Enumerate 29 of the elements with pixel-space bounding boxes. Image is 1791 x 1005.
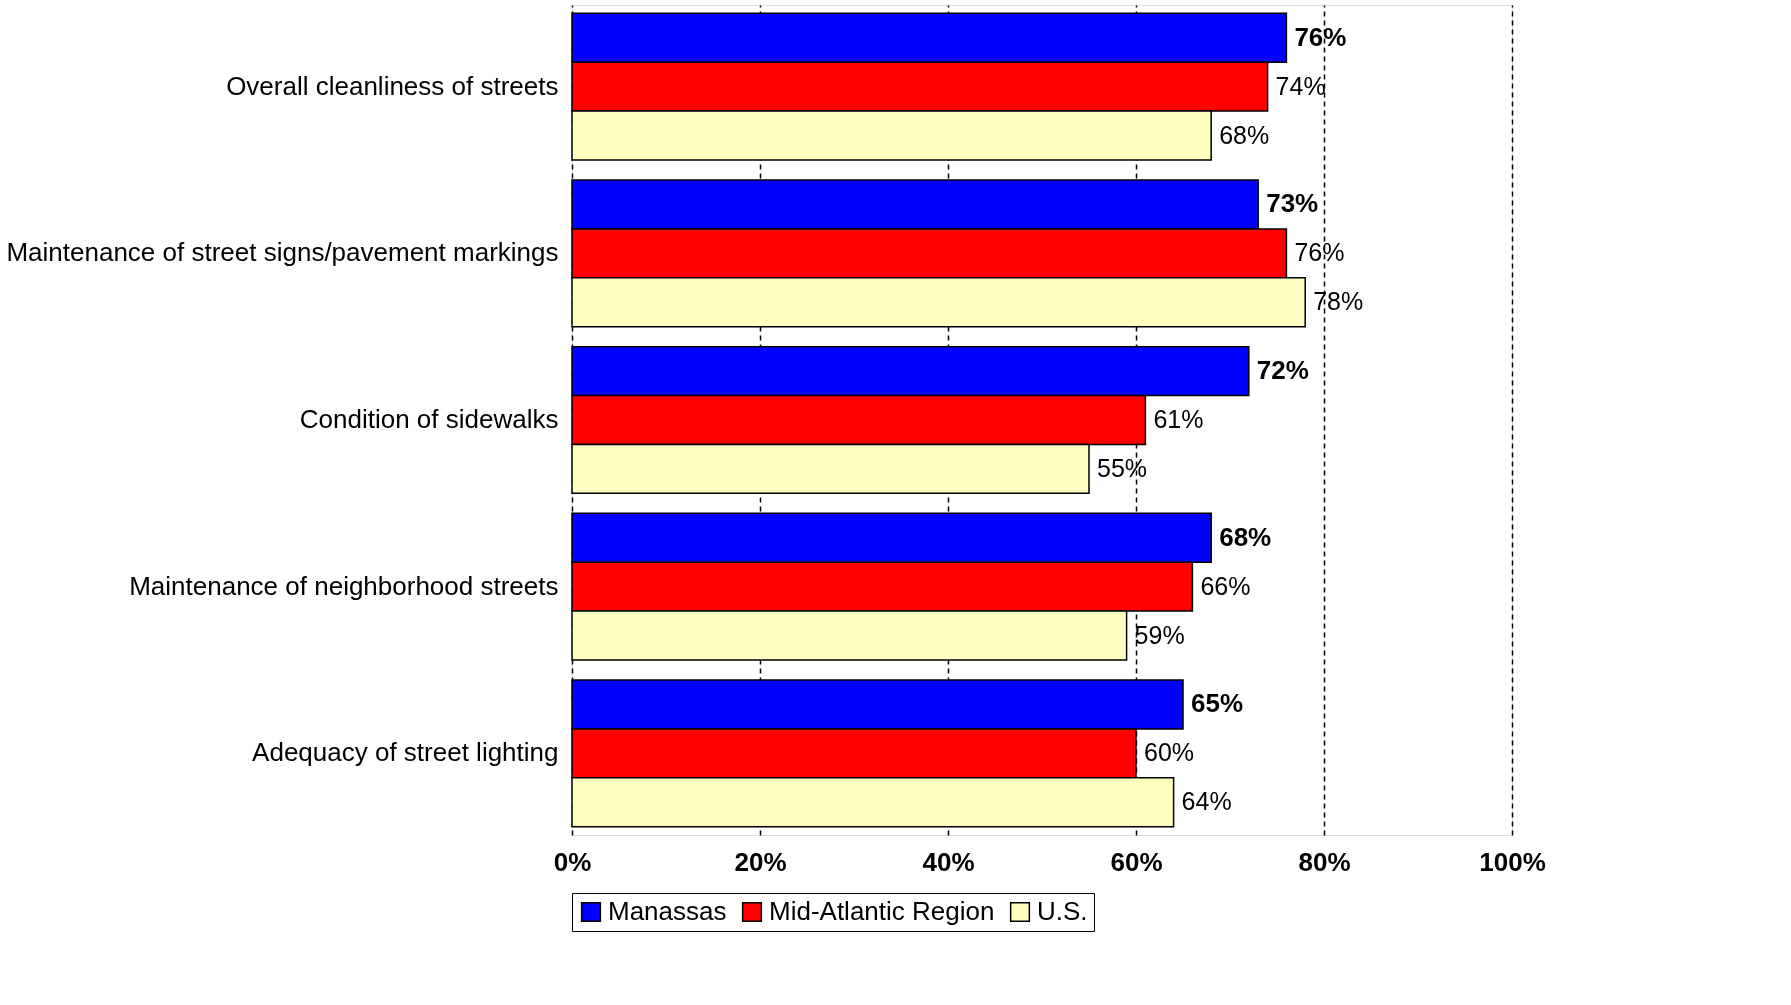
data-label: 74% (1275, 71, 1326, 100)
x-tick-label: 60% (1110, 846, 1163, 877)
data-label: 59% (1134, 620, 1185, 649)
y-tick-label: Adequacy of street lighting (252, 737, 559, 768)
data-label: 76% (1294, 238, 1345, 267)
data-label: 55% (1097, 453, 1148, 482)
x-tick-label: 20% (734, 846, 787, 877)
data-label: 73% (1266, 188, 1319, 219)
data-label: 65% (1191, 688, 1244, 719)
data-label: 72% (1256, 355, 1309, 386)
data-label: 76% (1294, 21, 1347, 52)
legend-label: U.S. (1037, 896, 1088, 926)
data-label: 78% (1313, 287, 1364, 316)
x-tick-label: 0% (553, 846, 592, 877)
x-tick-label: 40% (922, 846, 975, 877)
y-tick-label: Condition of sidewalks (299, 404, 559, 434)
data-label: 64% (1181, 787, 1232, 816)
data-label: 68% (1219, 120, 1270, 149)
legend-label: Mid-Atlantic Region (769, 896, 995, 926)
legend-label: Manassas (608, 896, 727, 926)
x-tick-label: 100% (1479, 846, 1546, 877)
y-tick-label: Maintenance of street signs/pavement markings (6, 237, 559, 268)
data-label: 66% (1200, 571, 1251, 600)
data-label: 60% (1144, 738, 1195, 767)
y-tick-label: Overall cleanliness of streets (226, 70, 559, 101)
x-tick-label: 80% (1298, 846, 1351, 877)
data-label: 61% (1153, 405, 1204, 433)
y-tick-label: Maintenance of neighborhood streets (129, 570, 559, 601)
data-label: 68% (1219, 521, 1272, 552)
